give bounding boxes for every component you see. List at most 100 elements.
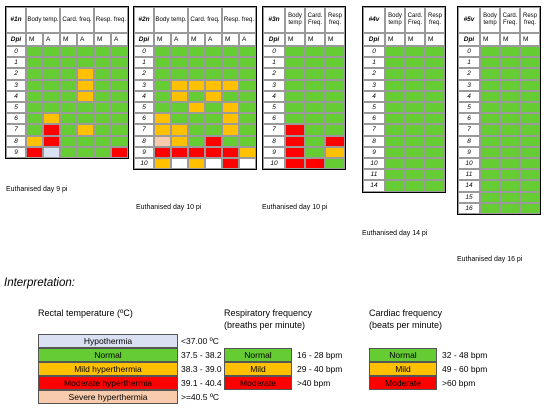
euthanised-caption-4v: Euthanised day 14 pi (362, 230, 428, 237)
legend-range-card-normal: 32 - 48 bpm (442, 350, 488, 360)
status-cell (239, 113, 256, 125)
dpi-label: 10 (458, 158, 480, 170)
legend-range-moderate-hyperthermia: 39.1 - 40.4 ºC (181, 378, 234, 388)
status-cell (77, 146, 94, 158)
status-cell (285, 146, 305, 158)
dpi-label: 1 (363, 57, 385, 69)
status-cell (500, 57, 520, 69)
status-cell (188, 79, 205, 91)
status-cell (188, 90, 205, 102)
status-cell (77, 57, 94, 69)
status-cell (425, 113, 445, 125)
dpi-label: 0 (134, 46, 154, 58)
status-cell (425, 146, 445, 158)
status-cell (43, 124, 60, 136)
dpi-label: 4 (458, 90, 480, 102)
status-cell (500, 191, 520, 203)
dpi-label: 4 (263, 90, 285, 102)
status-cell (94, 79, 111, 91)
status-cell (222, 68, 239, 80)
status-cell (520, 202, 540, 214)
status-cell (154, 79, 171, 91)
status-cell (500, 46, 520, 58)
dpi-label: 3 (363, 79, 385, 91)
status-cell (520, 90, 540, 102)
dpi-header: Dpi (458, 33, 480, 46)
status-cell (43, 113, 60, 125)
status-cell (500, 135, 520, 147)
status-cell (154, 68, 171, 80)
dpi-label: 9 (6, 146, 26, 158)
parameter-header: Resp freq. (325, 7, 345, 33)
status-cell (26, 102, 43, 114)
animal-id: #2n (134, 7, 154, 33)
dpi-label: 15 (458, 191, 480, 203)
status-cell (154, 124, 171, 136)
status-cell (205, 46, 222, 58)
status-cell (520, 124, 540, 136)
legend-range-card-mild: 49 - 60 bpm (442, 364, 488, 374)
status-cell (43, 68, 60, 80)
status-cell (26, 146, 43, 158)
dpi-header: Dpi (134, 33, 154, 46)
status-cell (385, 124, 405, 136)
dpi-label: 6 (134, 113, 154, 125)
dpi-label: 7 (263, 124, 285, 136)
dpi-label: 0 (458, 46, 480, 58)
status-cell (305, 57, 325, 69)
status-cell (188, 113, 205, 125)
status-cell (305, 90, 325, 102)
parameter-header: Card. freq. (188, 7, 222, 33)
status-cell (60, 90, 77, 102)
status-cell (405, 68, 425, 80)
dpi-header: Dpi (6, 33, 26, 46)
status-cell (405, 79, 425, 91)
status-cell (43, 57, 60, 69)
parameter-header: Card. freq. (60, 7, 94, 33)
status-cell (520, 158, 540, 170)
status-cell (405, 158, 425, 170)
legend-box-card-moderate: Moderate (369, 376, 437, 390)
status-cell (222, 79, 239, 91)
status-cell (385, 113, 405, 125)
status-cell (385, 169, 405, 181)
status-cell (77, 102, 94, 114)
measure-header: M (425, 33, 445, 46)
dpi-label: 0 (363, 46, 385, 58)
status-cell (405, 124, 425, 136)
status-cell (205, 57, 222, 69)
status-cell (520, 146, 540, 158)
status-cell (385, 90, 405, 102)
status-cell (154, 135, 171, 147)
status-cell (405, 135, 425, 147)
status-cell (171, 158, 188, 170)
status-cell (26, 113, 43, 125)
experiment-table-2n: #2n Body temp. Card. freq. Resp. freq. Dpi M A… (133, 6, 257, 171)
status-cell (26, 124, 43, 136)
status-cell (500, 124, 520, 136)
parameter-header: Body temp (480, 7, 500, 33)
status-cell (205, 158, 222, 170)
experiment-table-3n: #3n Body temp Card. Freq. Resp freq. Dpi M M M 0… (262, 6, 346, 171)
respiratory-legend-title-line2: (breaths per minute) (224, 320, 306, 330)
status-cell (480, 46, 500, 58)
status-cell (60, 113, 77, 125)
status-cell (239, 68, 256, 80)
status-cell (285, 46, 305, 58)
dpi-label: 5 (6, 102, 26, 114)
status-cell (305, 79, 325, 91)
status-cell (205, 79, 222, 91)
status-cell (480, 191, 500, 203)
dpi-label: 14 (458, 180, 480, 192)
status-cell (500, 90, 520, 102)
status-cell (520, 68, 540, 80)
status-cell (111, 79, 128, 91)
dpi-label: 3 (134, 79, 154, 91)
cardiac-legend-title-line1: Cardiac frequency (369, 308, 443, 318)
experiment-table-5v: #5v Body temp Card. Freq. Resp freq. Dpi M M M 0… (457, 6, 541, 215)
status-cell (405, 169, 425, 181)
status-cell (171, 57, 188, 69)
dpi-label: 2 (363, 68, 385, 80)
status-cell (60, 68, 77, 80)
measure-header: M (94, 33, 111, 46)
